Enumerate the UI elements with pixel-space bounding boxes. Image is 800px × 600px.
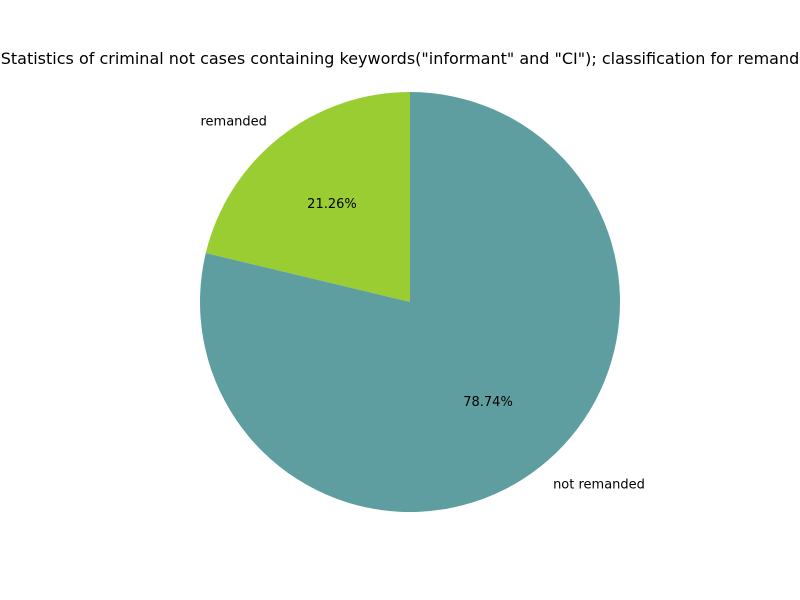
slice-percent-label: 21.26% <box>307 197 357 212</box>
pie-slices <box>200 92 621 512</box>
chart-title: Statistics of criminal not cases contain… <box>1 49 800 68</box>
pie-slice-not-remanded <box>200 92 621 512</box>
pie-labels: remanded 21.26% not remanded 78.74% <box>200 115 644 493</box>
pie-slice-remanded <box>205 92 410 302</box>
slice-label: not remanded <box>553 477 645 492</box>
slice-label: remanded <box>200 115 266 130</box>
slice-percent-label: 78.74% <box>463 395 513 410</box>
